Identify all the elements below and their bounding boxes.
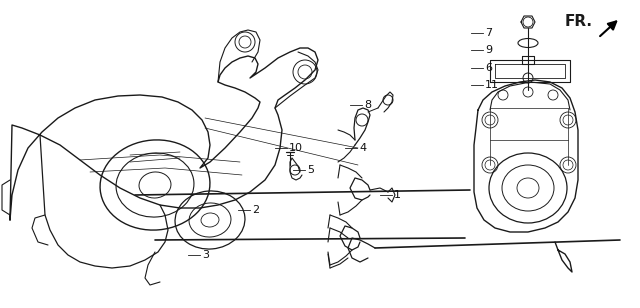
Text: 5: 5 [307, 165, 314, 175]
Text: 11: 11 [485, 80, 499, 90]
Text: 2: 2 [252, 205, 259, 215]
Text: 1: 1 [394, 190, 401, 200]
Text: FR.: FR. [565, 14, 593, 30]
Text: 8: 8 [364, 100, 371, 110]
Text: 3: 3 [202, 250, 209, 260]
Text: 7: 7 [485, 28, 492, 38]
Text: 4: 4 [359, 143, 366, 153]
Text: 9: 9 [485, 45, 492, 55]
Text: 10: 10 [289, 143, 303, 153]
Text: 6: 6 [485, 63, 492, 73]
